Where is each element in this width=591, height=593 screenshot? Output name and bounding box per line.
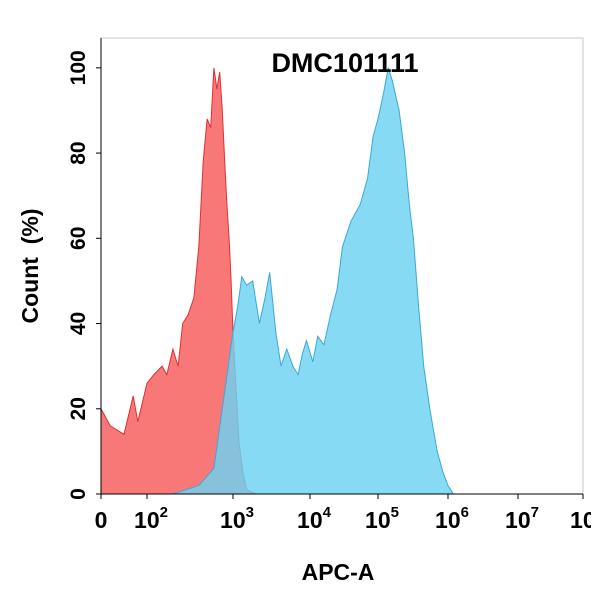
y-axis-label: Count (%)	[17, 209, 43, 324]
y-tick-label: 80	[67, 141, 90, 164]
y-tick-label: 0	[67, 488, 90, 500]
x-tick-label: 108	[570, 504, 591, 533]
y-tick-label: 40	[67, 312, 90, 335]
chart-title: DMC101111	[271, 48, 418, 78]
plot-area: 0 20 40 60 80 100 0 102 103 104 105 106 107 108	[67, 37, 591, 533]
x-tick-label: 104	[297, 504, 332, 533]
y-tick-label: 100	[67, 50, 90, 85]
series-layer	[100, 67, 583, 495]
x-axis-label: APC-A	[302, 559, 375, 585]
y-tick-label: 20	[67, 397, 90, 420]
x-tick-label: 103	[220, 504, 254, 533]
x-tick-label: 0	[95, 507, 108, 533]
x-tick-label: 107	[505, 504, 539, 533]
y-axis-ticks: 0 20 40 60 80 100	[67, 50, 101, 500]
x-tick-label: 102	[134, 504, 168, 533]
y-tick-label: 60	[67, 227, 90, 250]
x-axis-ticks: 0 102 103 104 105 106 107 108	[95, 494, 591, 533]
x-tick-label: 105	[365, 504, 399, 533]
histogram-area-2	[101, 67, 583, 495]
x-tick-label: 106	[435, 504, 469, 533]
